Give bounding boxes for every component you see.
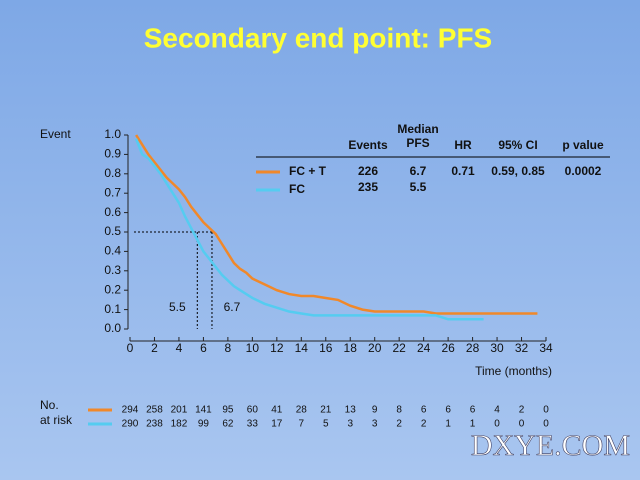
watermark: DXYE.COM [471, 429, 630, 462]
x-tick-label: 6 [200, 341, 207, 355]
y-tick-label: 0.0 [104, 321, 121, 335]
risk-count: 182 [171, 419, 188, 430]
risk-count: 0 [543, 405, 549, 416]
risk-count: 6 [421, 405, 427, 416]
risk-count: 17 [271, 419, 283, 430]
table-cell: 0.71 [451, 164, 475, 178]
risk-count: 2 [396, 419, 402, 430]
table-cell: 5.5 [410, 180, 427, 194]
risk-count: 201 [171, 405, 188, 416]
median-label: 6.7 [224, 300, 241, 314]
y-tick-label: 0.4 [104, 244, 121, 258]
median-label: 5.5 [169, 300, 186, 314]
risk-count: 13 [345, 405, 357, 416]
y-tick-label: 0.7 [104, 185, 121, 199]
x-tick-label: 22 [392, 341, 406, 355]
risk-count: 21 [320, 405, 332, 416]
x-tick-label: 14 [295, 341, 309, 355]
risk-count: 0 [519, 419, 525, 430]
x-tick-label: 20 [368, 341, 382, 355]
x-axis-label: Time (months) [475, 364, 552, 378]
x-tick-label: 34 [539, 341, 553, 355]
risk-count: 2 [421, 419, 427, 430]
x-tick-label: 16 [319, 341, 333, 355]
x-tick-label: 26 [441, 341, 455, 355]
risk-count: 258 [146, 405, 163, 416]
x-tick-label: 10 [246, 341, 260, 355]
table-header: Median [397, 122, 438, 136]
risk-count: 2 [519, 405, 525, 416]
risk-count: 290 [122, 419, 139, 430]
y-tick-label: 0.8 [104, 166, 121, 180]
risk-count: 294 [122, 405, 139, 416]
x-tick-label: 8 [225, 341, 232, 355]
risk-count: 60 [247, 405, 259, 416]
table-header: PFS [406, 136, 429, 150]
risk-label: No. [40, 398, 59, 412]
risk-count: 6 [445, 405, 451, 416]
x-tick-label: 30 [490, 341, 504, 355]
table-cell: 0.0002 [565, 164, 602, 178]
x-tick-label: 18 [344, 341, 358, 355]
risk-count: 0 [543, 419, 549, 430]
y-axis-label: Event [40, 127, 71, 141]
risk-count: 0 [494, 419, 500, 430]
x-tick-label: 4 [176, 341, 183, 355]
risk-count: 7 [299, 419, 305, 430]
risk-count: 6 [470, 405, 476, 416]
km-curve [134, 138, 484, 321]
table-header: p value [562, 138, 604, 152]
y-tick-label: 0.1 [104, 302, 121, 316]
risk-count: 5 [323, 419, 329, 430]
risk-count: 28 [296, 405, 308, 416]
y-tick-label: 1.0 [104, 127, 121, 141]
x-tick-label: 12 [270, 341, 284, 355]
table-cell: 226 [358, 164, 378, 178]
y-tick-label: 0.6 [104, 205, 121, 219]
risk-count: 1 [470, 419, 476, 430]
risk-count: 9 [372, 405, 378, 416]
legend-label: FC [289, 182, 305, 196]
y-tick-label: 0.2 [104, 282, 121, 296]
risk-count: 41 [271, 405, 283, 416]
table-cell: 235 [358, 180, 378, 194]
risk-count: 3 [347, 419, 353, 430]
risk-count: 8 [396, 405, 402, 416]
risk-count: 1 [445, 419, 451, 430]
x-tick-label: 28 [466, 341, 480, 355]
risk-count: 95 [222, 405, 234, 416]
legend-label: FC + T [289, 164, 327, 178]
risk-label: at risk [40, 413, 73, 427]
km-curve [135, 134, 538, 315]
table-header: Events [348, 138, 388, 152]
table-cell: 6.7 [410, 164, 427, 178]
y-tick-label: 0.3 [104, 263, 121, 277]
table-cell: 0.59, 0.85 [491, 164, 545, 178]
chart-title: Secondary end point: PFS [144, 22, 492, 53]
risk-count: 62 [222, 419, 234, 430]
x-tick-label: 2 [151, 341, 158, 355]
x-tick-label: 32 [515, 341, 529, 355]
y-tick-label: 0.5 [104, 224, 121, 238]
risk-count: 99 [198, 419, 210, 430]
x-tick-label: 24 [417, 341, 431, 355]
risk-count: 3 [372, 419, 378, 430]
table-header: 95% CI [498, 138, 537, 152]
y-tick-label: 0.9 [104, 147, 121, 161]
table-header: HR [454, 138, 472, 152]
risk-count: 33 [247, 419, 259, 430]
risk-count: 141 [195, 405, 212, 416]
risk-count: 4 [494, 405, 500, 416]
x-tick-label: 0 [127, 341, 134, 355]
risk-count: 238 [146, 419, 163, 430]
